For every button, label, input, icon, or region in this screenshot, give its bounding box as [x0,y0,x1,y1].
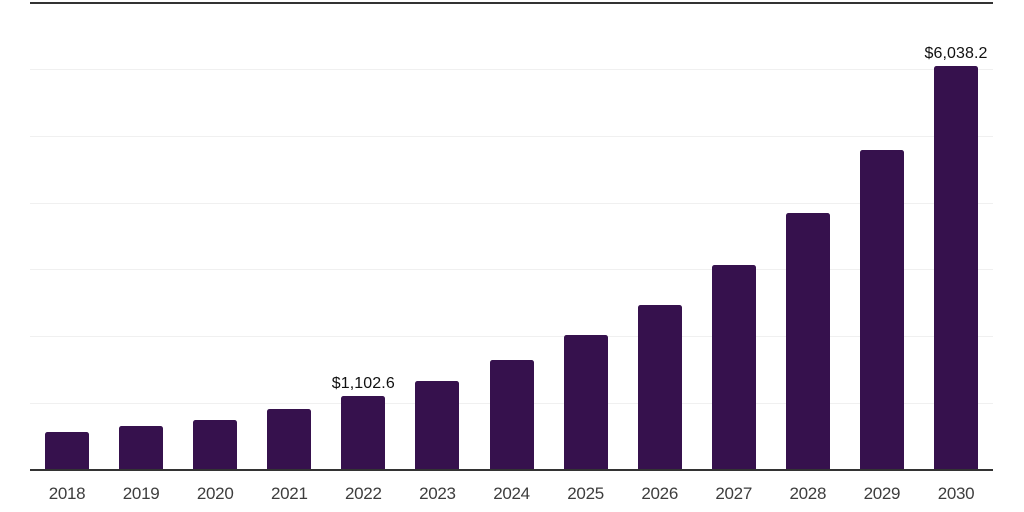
bar-2028 [785,212,830,470]
gridline [30,336,993,338]
bar-2019 [119,425,164,470]
gridline [30,68,993,70]
x-tick-2022: 2022 [344,484,382,503]
bar-2018 [45,432,89,470]
bar-2025 [563,334,608,470]
bar-2020 [193,419,238,470]
value-label-2022: $1,102.6 [331,375,395,393]
bar-2024 [489,360,534,470]
x-tick-2021: 2021 [270,484,308,503]
gridline [30,135,993,137]
x-tick-2029: 2029 [863,484,901,503]
bar-2026 [637,304,682,470]
value-label-2030: $6,038.2 [924,45,988,63]
bar-2023 [415,380,460,470]
x-tick-2026: 2026 [641,484,678,503]
x-tick-2020: 2020 [196,484,234,503]
bar-2027 [711,265,756,470]
plot-top-border [30,2,993,4]
x-tick-2028: 2028 [789,484,827,503]
x-tick-2019: 2019 [122,484,160,503]
x-tick-2023: 2023 [419,484,456,503]
gridline [30,269,993,271]
bar-2030 [934,66,978,470]
x-axis-line [30,469,993,471]
bar-2021 [267,408,312,470]
gridline [30,202,993,204]
bar-2029 [859,149,904,470]
x-tick-2025: 2025 [567,484,604,503]
x-tick-2030: 2030 [937,484,975,503]
x-tick-2024: 2024 [493,484,530,503]
x-tick-2018: 2018 [48,484,86,503]
x-tick-2027: 2027 [715,484,752,503]
bar-2022 [341,396,386,470]
